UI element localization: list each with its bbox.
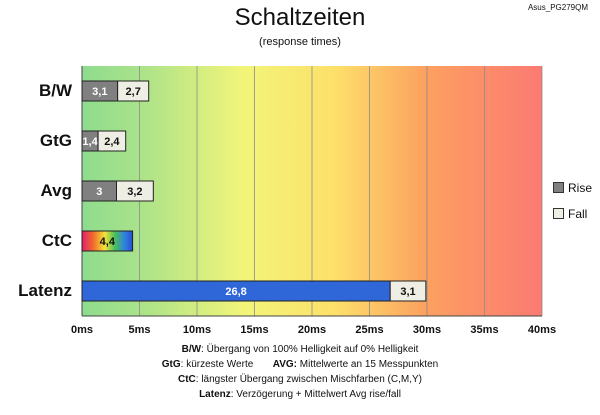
x-tick-label: 30ms: [412, 324, 442, 336]
footnote-ctc-text: : längster Übergang zwischen Mischfarben…: [195, 374, 422, 385]
footnote-gtg-key: GtG: [161, 359, 181, 370]
bar-rise-label: 26,8: [225, 286, 246, 298]
footnote-ctc-key: CtC: [178, 374, 196, 385]
footnote-latency: Latenz: Verzögerung + Mittelwert Avg ris…: [0, 388, 600, 402]
category-label: B/W: [38, 81, 72, 100]
legend-rise-swatch: [553, 182, 564, 193]
footnote-latency-key: Latenz: [199, 389, 231, 400]
bar-fall: [389, 280, 427, 302]
x-tick-label: 40ms: [527, 324, 557, 336]
x-tick-label: 0ms: [70, 324, 94, 336]
chart-title: Schaltzeiten: [234, 4, 366, 31]
footnote-gtg-avg: GtG: kürzeste Werte AVG: Mittelwerte an …: [0, 358, 600, 372]
footnote-bw: B/W: Übergang von 100% Helligkeit auf 0%…: [0, 343, 600, 357]
x-tick-label: 5ms: [128, 324, 151, 336]
x-tick-label: 10ms: [182, 324, 212, 336]
footnote-gtg-text: : kürzeste Werte: [180, 359, 254, 370]
legend-fall-swatch: [553, 208, 564, 219]
x-tick-label: 25ms: [355, 324, 384, 336]
bar-fall: [117, 80, 150, 102]
bar-fall: [97, 130, 127, 152]
bar-fall-label: 2,4: [104, 136, 120, 148]
bar-rise-label: 1,4: [82, 136, 98, 148]
bar-fall-label: 3,2: [127, 186, 142, 198]
footnote-ctc: CtC: längster Übergang zwischen Mischfar…: [0, 373, 600, 387]
x-tick-label: 20ms: [297, 324, 327, 336]
footnote-latency-text: : Verzögerung + Mittelwert Avg rise/fall: [230, 389, 401, 400]
bar-fall: [116, 180, 154, 202]
legend-fall-label: Fall: [568, 207, 588, 221]
bar-rise-label: 4,4: [100, 236, 116, 248]
category-label: Avg: [40, 181, 73, 200]
chart-subtitle: (response times): [259, 36, 341, 48]
bar-rise: [81, 230, 134, 252]
bar-fall-label: 3,1: [400, 286, 415, 298]
x-tick-label: 35ms: [470, 324, 499, 336]
category-label: GtG: [39, 131, 72, 150]
bar-rise-label: 3,1: [92, 86, 107, 98]
x-tick-label: 15ms: [240, 324, 269, 336]
legend-rise: Rise: [553, 181, 592, 195]
legend-rise-label: Rise: [568, 181, 593, 195]
monitor-model-label: Asus_PG279QM: [527, 3, 588, 12]
category-label: CtC: [41, 231, 72, 250]
footnote-avg-text: Mittelwerte an 15 Messpunkten: [297, 359, 439, 370]
footnote-bw-text: : Übergang von 100% Helligkeit auf 0% He…: [201, 344, 419, 355]
bar-fall-label: 2,7: [126, 86, 141, 98]
bar-rise-label: 3: [96, 186, 102, 198]
category-label: Latenz: [18, 281, 72, 300]
footnote-bw-key: B/W: [181, 344, 202, 355]
footnote-avg-key: AVG:: [272, 359, 298, 370]
legend-fall: Fall: [553, 207, 587, 221]
